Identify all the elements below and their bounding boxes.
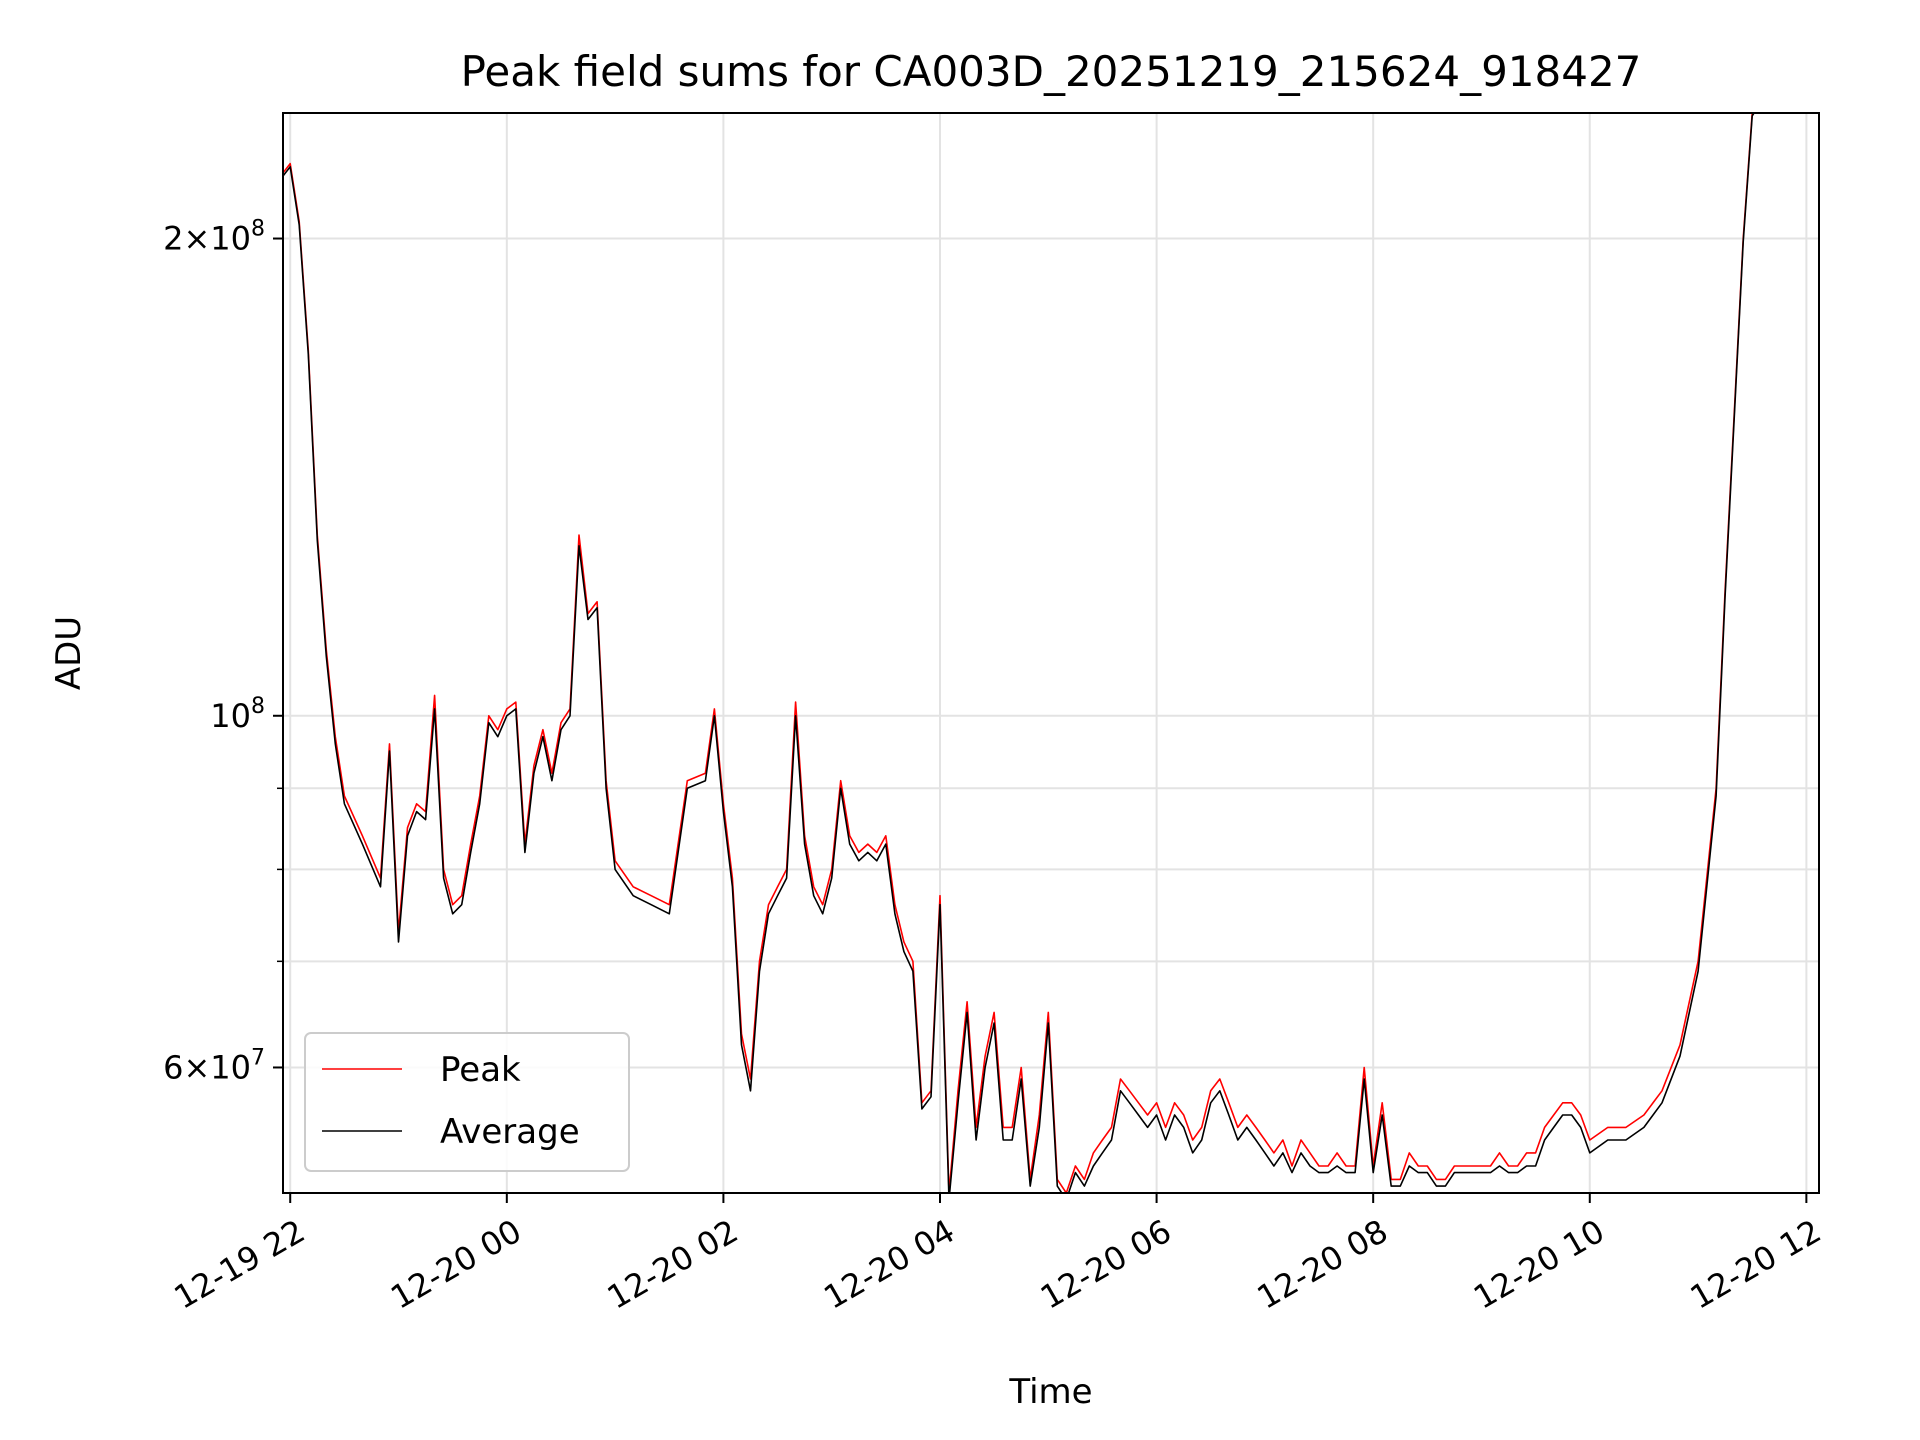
chart-title: Peak field sums for CA003D_20251219_2156… [461, 47, 1642, 96]
y-tick-label: 2×108 [163, 217, 265, 258]
y-axis: 6×107 108 2×108 [163, 217, 283, 1086]
y-axis-label: ADU [49, 616, 89, 690]
x-tick-label: 12-20 04 [817, 1212, 961, 1317]
y-tick-label: 108 [210, 694, 265, 735]
x-tick-label: 12-20 06 [1034, 1212, 1178, 1317]
legend-label-peak: Peak [440, 1050, 521, 1090]
series-line-peak [283, 113, 1754, 1193]
series-line-average [283, 113, 1755, 1193]
x-tick-label: 12-20 02 [601, 1212, 745, 1317]
x-tick-label: 12-20 08 [1251, 1212, 1395, 1317]
x-tick-label: 12-20 10 [1467, 1212, 1611, 1317]
legend-label-average: Average [440, 1112, 580, 1152]
x-tick-label: 12-20 12 [1684, 1212, 1828, 1317]
x-axis: 12-19 22 12-20 00 12-20 02 12-20 04 12-20 06… [168, 1193, 1828, 1317]
x-tick-label: 12-20 00 [384, 1212, 528, 1317]
legend: Peak Average [304, 1032, 630, 1172]
x-tick-label: 12-19 22 [168, 1212, 312, 1317]
grid-lines [283, 113, 1819, 1193]
legend-box [304, 1032, 630, 1172]
y-tick-label: 6×107 [163, 1045, 265, 1086]
series-layer [283, 113, 1755, 1193]
plot-frame [282, 112, 1820, 1194]
x-axis-label: Time [1008, 1372, 1092, 1412]
